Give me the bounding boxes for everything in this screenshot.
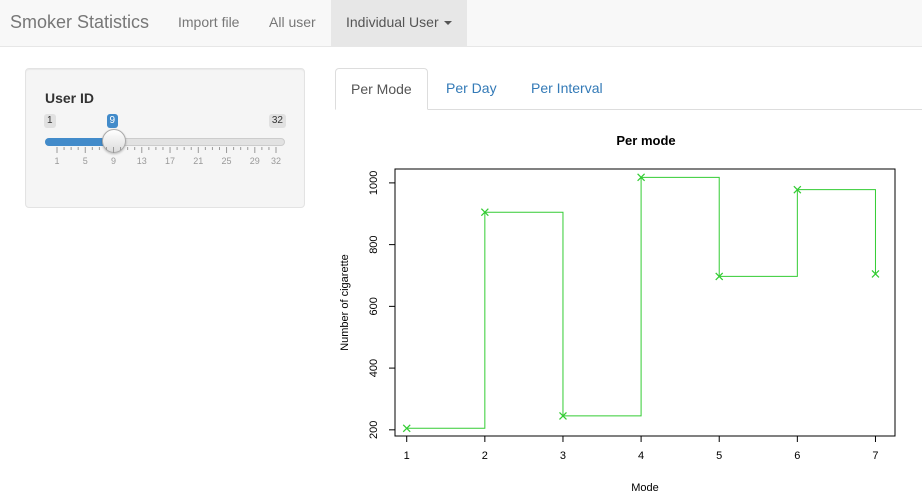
slider-tick-label: 9 — [111, 156, 116, 166]
nav-item-all-user[interactable]: All user — [269, 14, 316, 30]
nav-item-import-file[interactable]: Import file — [178, 14, 240, 30]
slider-tick-label: 21 — [193, 156, 203, 166]
slider-tick-label: 17 — [165, 156, 175, 166]
y-tick-label: 800 — [368, 235, 380, 253]
data-point — [871, 270, 880, 278]
y-tick-label: 200 — [368, 421, 380, 439]
per-mode-chart: Per mode 1 2 3 4 5 6 7 Mode 200 400 600 800 1000 Numbe… — [339, 133, 896, 494]
navbar-brand[interactable]: Smoker Statistics — [10, 12, 150, 32]
data-point — [480, 208, 489, 217]
data-point — [402, 424, 411, 433]
slider-fill — [45, 138, 114, 146]
x-tick-label: 2 — [482, 450, 488, 462]
data-point-stroke — [480, 208, 489, 217]
x-tick-label: 5 — [716, 450, 722, 462]
slider-tick-label: 1 — [54, 156, 59, 166]
tab-per-day[interactable]: Per Day — [446, 80, 497, 96]
data-point — [793, 185, 802, 194]
data-point-stroke — [871, 270, 880, 278]
x-tick-label: 1 — [404, 450, 410, 462]
slider-min-label: 1 — [44, 114, 56, 128]
plot-frame — [394, 168, 896, 437]
tab-per-mode[interactable]: Per Mode — [335, 68, 428, 110]
sidebar-panel: User ID 1 32 9 1 5 9 13 17 21 25 29 32 — [25, 68, 305, 208]
nav-item-individual-user[interactable]: Individual User — [331, 0, 467, 46]
y-axis-label: Number of cigarette — [339, 254, 351, 351]
slider-max-label: 32 — [268, 114, 286, 128]
x-tick-label: 3 — [560, 450, 566, 462]
series-step-line — [406, 176, 876, 429]
nav-item-individual-user-label: Individual User — [346, 14, 439, 30]
data-point — [637, 173, 646, 182]
y-tick-label: 600 — [368, 297, 380, 315]
slider-tick-label: 32 — [271, 156, 281, 166]
data-point-stroke — [793, 185, 802, 194]
slider-value-label: 9 — [106, 114, 119, 128]
tab-bar: Per Mode Per Day Per Interval — [335, 68, 922, 110]
chart-title: Per mode — [616, 133, 675, 148]
data-point — [715, 272, 724, 281]
slider-tick-label: 13 — [137, 156, 147, 166]
data-point-stroke — [559, 412, 567, 420]
slider-ticks: 1 5 9 13 17 21 25 29 32 — [54, 147, 281, 166]
y-tick-label: 1000 — [368, 171, 380, 195]
x-tick-label: 7 — [872, 450, 878, 462]
navbar: Smoker Statistics Import file All user I… — [0, 0, 922, 47]
slider-tick-label: 25 — [222, 156, 232, 166]
caret-down-icon — [443, 21, 452, 26]
data-point-stroke — [637, 173, 646, 182]
tab-per-interval[interactable]: Per Interval — [531, 80, 603, 96]
data-point — [559, 412, 567, 420]
x-tick-label: 4 — [638, 450, 644, 462]
slider-tick-label: 5 — [83, 156, 88, 166]
x-tick-label: 6 — [794, 450, 800, 462]
slider-tick-label: 29 — [250, 156, 260, 166]
user-id-label: User ID — [45, 90, 95, 106]
data-point-stroke — [715, 272, 724, 281]
data-point-stroke — [402, 424, 411, 433]
x-axis-label: Mode — [631, 482, 659, 494]
y-tick-label: 400 — [368, 359, 380, 377]
